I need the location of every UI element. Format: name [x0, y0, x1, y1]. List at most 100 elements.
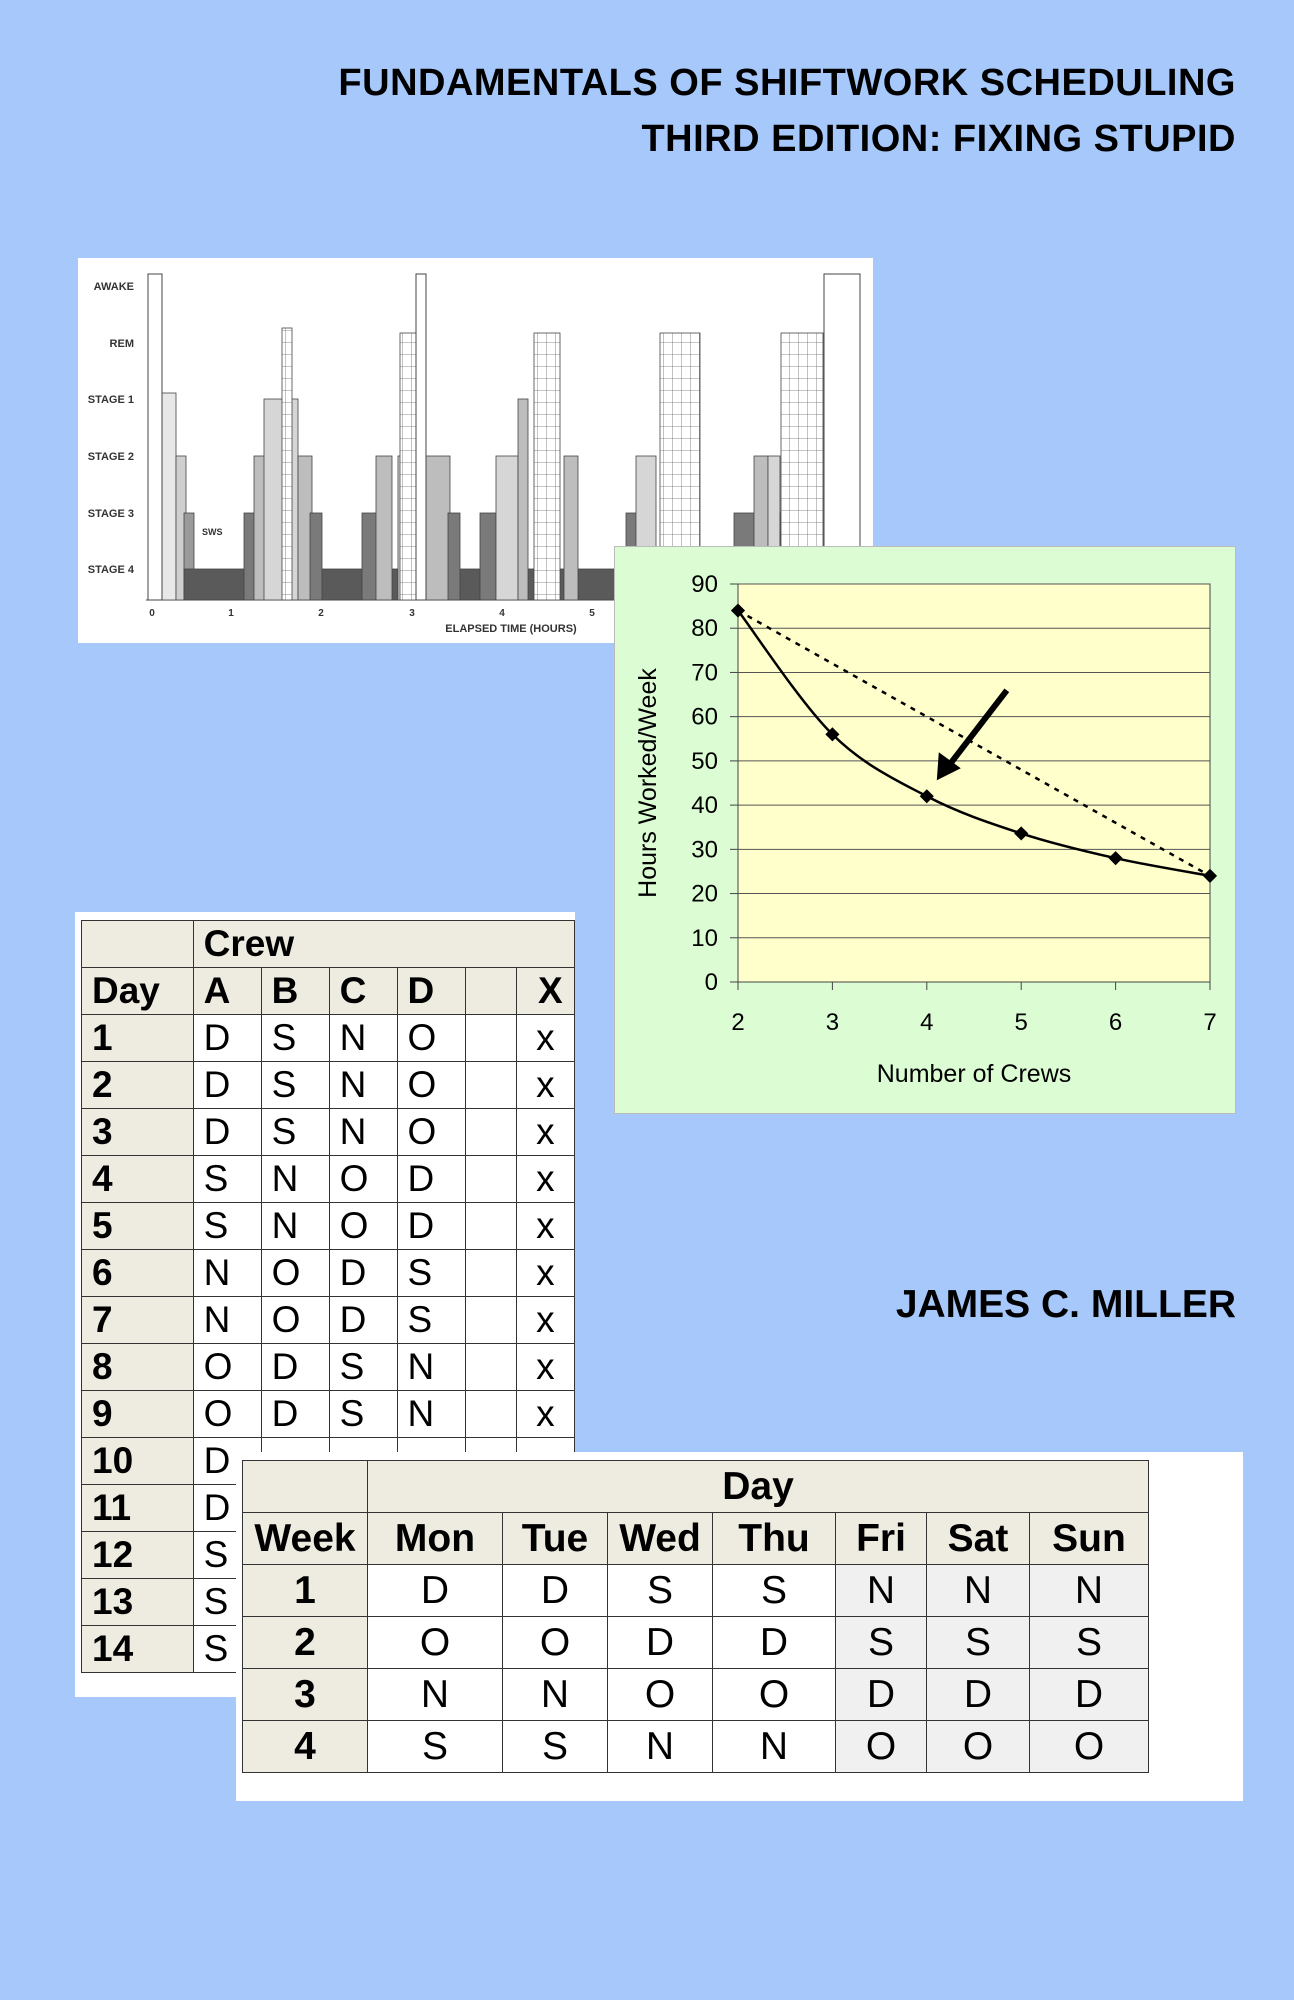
crew-column-header: B	[260, 967, 330, 1015]
sleep-stage-block	[495, 455, 519, 601]
y-tick-label: 70	[691, 659, 718, 686]
shift-cell: N	[396, 1343, 466, 1391]
shift-cell: S	[260, 1108, 330, 1156]
sleep-stage-block	[517, 398, 529, 601]
day-number: 10	[81, 1437, 194, 1485]
shift-cell: N	[260, 1155, 330, 1203]
y-tick-label: 80	[691, 615, 718, 642]
day-group-header: Day	[367, 1460, 1149, 1513]
shift-cell: N	[260, 1202, 330, 1250]
sleep-stage-block	[309, 512, 323, 601]
extra-cell: x	[515, 1014, 576, 1062]
shift-cell: O	[396, 1014, 466, 1062]
rem-block	[281, 327, 293, 601]
x-axis-label: ELAPSED TIME (HOURS)	[445, 623, 577, 635]
shift-cell: S	[328, 1390, 398, 1438]
y-tick-label: 20	[691, 881, 718, 908]
awake-block	[147, 273, 163, 601]
sws-annotation: SWS	[202, 527, 223, 537]
day-number: 7	[81, 1296, 194, 1344]
sleep-stage-block	[161, 392, 177, 601]
x-tick-label: 2	[731, 1009, 744, 1036]
x-tick-label: 3	[826, 1009, 839, 1036]
blank-cell	[464, 1296, 517, 1344]
y-tick-label: 90	[691, 571, 718, 598]
book-title-line1: FUNDAMENTALS OF SHIFTWORK SCHEDULING	[338, 62, 1236, 104]
week-number: 1	[242, 1564, 368, 1617]
y-tick-label: 0	[705, 969, 718, 996]
day-number: 8	[81, 1343, 194, 1391]
extra-cell: x	[515, 1061, 576, 1109]
data-point	[919, 789, 934, 804]
weekday-column-header: Thu	[712, 1512, 836, 1565]
crew-column-header: C	[328, 967, 398, 1015]
plot-area	[737, 583, 1211, 983]
weekday-column-header: Sat	[926, 1512, 1030, 1565]
shift-cell: S	[260, 1061, 330, 1109]
shift-cell: O	[192, 1343, 262, 1391]
stage-label: AWAKE	[94, 281, 134, 293]
shift-cell: S	[367, 1720, 503, 1773]
shift-cell: D	[835, 1668, 927, 1721]
stage-label: STAGE 4	[88, 564, 135, 576]
extra-cell: x	[515, 1390, 576, 1438]
day-number: 9	[81, 1390, 194, 1438]
arrow-shaft	[944, 688, 1010, 771]
shift-cell: D	[192, 1108, 262, 1156]
blank-cell	[464, 1249, 517, 1297]
stage-label: STAGE 2	[88, 451, 134, 463]
week-number: 4	[242, 1720, 368, 1773]
weekday-column-header: Wed	[607, 1512, 713, 1565]
shift-cell: O	[712, 1668, 836, 1721]
extra-cell: x	[515, 1108, 576, 1156]
day-number: 14	[81, 1625, 194, 1673]
shift-cell: D	[192, 1437, 262, 1485]
shift-cell: N	[328, 1014, 398, 1062]
shift-cell: S	[396, 1249, 466, 1297]
shift-cell: N	[926, 1564, 1030, 1617]
shift-cell: S	[396, 1296, 466, 1344]
shift-cell: O	[502, 1616, 608, 1669]
linear-reference-line	[737, 609, 1211, 877]
stage-label: STAGE 1	[88, 394, 134, 406]
extra-cell: x	[515, 1296, 576, 1344]
stage-label: STAGE 3	[88, 508, 134, 520]
shift-cell: N	[712, 1720, 836, 1773]
extra-cell: x	[515, 1202, 576, 1250]
shift-cell: S	[328, 1343, 398, 1391]
sleep-stage-block	[263, 398, 299, 601]
shift-cell: O	[396, 1108, 466, 1156]
shift-cell: D	[192, 1061, 262, 1109]
weekday-column-header: Tue	[502, 1512, 608, 1565]
day-number: 3	[81, 1108, 194, 1156]
sleep-stage-block	[563, 455, 579, 601]
crew-group-header: Crew	[192, 920, 576, 968]
shift-cell: N	[328, 1108, 398, 1156]
weekday-column-header: Fri	[835, 1512, 927, 1565]
sleep-stage-block	[479, 512, 497, 601]
x-tick-label: 5	[589, 608, 595, 619]
day-number: 12	[81, 1531, 194, 1579]
x-axis-label: Number of Crews	[877, 1060, 1072, 1088]
shift-cell: O	[835, 1720, 927, 1773]
data-point	[730, 603, 746, 618]
shift-cell: D	[607, 1616, 713, 1669]
y-tick-label: 60	[691, 704, 718, 731]
blank-cell	[464, 1108, 517, 1156]
shift-cell: N	[192, 1249, 262, 1297]
shift-cell: S	[192, 1155, 262, 1203]
corner-cell	[242, 1460, 368, 1513]
shift-cell: D	[396, 1202, 466, 1250]
shift-cell: O	[328, 1155, 398, 1203]
weekday-column-header: Mon	[367, 1512, 503, 1565]
weekday-column-header: Sun	[1029, 1512, 1149, 1565]
blank-header-cell	[464, 967, 517, 1015]
corner-cell	[81, 920, 194, 968]
